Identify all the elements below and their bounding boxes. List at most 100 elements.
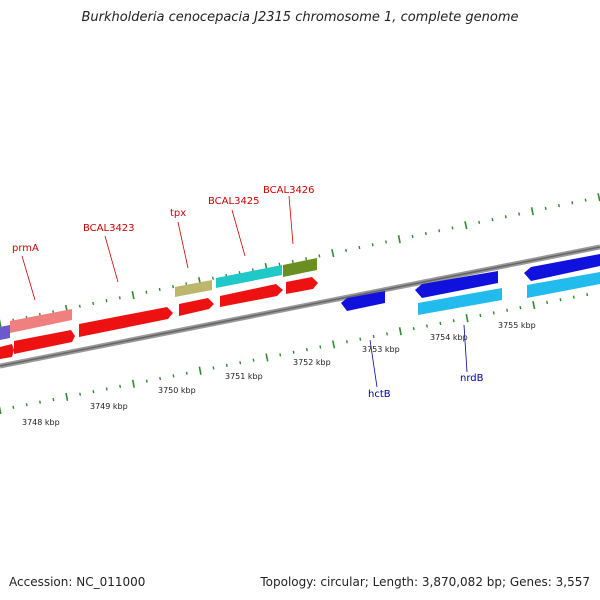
minor-tick xyxy=(558,203,560,208)
major-tick xyxy=(131,290,135,300)
gene-block[interactable] xyxy=(418,288,502,315)
minor-tick xyxy=(518,212,521,216)
minor-tick xyxy=(452,319,455,323)
major-tick xyxy=(464,221,468,230)
minor-tick xyxy=(572,295,575,299)
gene-block[interactable] xyxy=(283,258,317,277)
major-tick xyxy=(0,319,2,328)
minor-tick xyxy=(279,353,282,357)
scale-label: 3749 kbp xyxy=(90,402,128,411)
minor-tick xyxy=(385,240,387,244)
scale-label: 3753 kbp xyxy=(362,345,400,354)
minor-tick xyxy=(346,340,348,344)
minor-tick xyxy=(411,234,414,238)
minor-tick xyxy=(371,243,374,247)
gene-block[interactable] xyxy=(10,309,72,333)
cds-arrow[interactable] xyxy=(0,344,14,359)
scale-label: 3755 kbp xyxy=(498,321,536,330)
gene-block[interactable] xyxy=(0,325,10,340)
minor-tick xyxy=(519,306,522,310)
reverse-inner-track xyxy=(418,272,600,315)
minor-tick xyxy=(185,282,188,286)
minor-tick xyxy=(506,308,509,312)
scale-label: 3751 kbp xyxy=(225,372,263,381)
minor-tick xyxy=(278,262,281,266)
minor-tick xyxy=(372,334,375,339)
cds-arrow[interactable] xyxy=(341,291,385,311)
minor-tick xyxy=(39,400,41,404)
cds-arrow[interactable] xyxy=(524,254,600,281)
minor-tick xyxy=(92,390,95,394)
major-tick xyxy=(131,379,135,388)
forward-label-leaders xyxy=(21,195,294,301)
minor-tick xyxy=(478,220,481,224)
gene-label-hctb: hctB xyxy=(368,389,391,400)
cds-arrow[interactable] xyxy=(415,271,498,298)
minor-tick xyxy=(546,300,549,305)
minor-tick xyxy=(305,348,308,352)
minor-tick xyxy=(225,363,228,368)
reverse-cds-track xyxy=(341,254,600,311)
map-title: Burkholderia cenocepacia J2315 chromosom… xyxy=(81,10,519,25)
minor-tick xyxy=(319,345,322,349)
minor-tick xyxy=(158,287,161,292)
minor-tick xyxy=(291,259,294,264)
minor-tick xyxy=(252,358,255,362)
minor-tick xyxy=(559,298,562,302)
minor-tick xyxy=(119,384,122,389)
minor-tick xyxy=(239,361,242,365)
minor-tick xyxy=(92,301,95,306)
minor-tick xyxy=(586,292,589,297)
minor-tick xyxy=(504,215,507,219)
minor-tick xyxy=(451,226,454,230)
backbone xyxy=(0,244,600,369)
major-tick xyxy=(332,340,336,349)
scale-label: 3748 kbp xyxy=(22,418,60,427)
major-tick xyxy=(65,392,69,401)
minor-tick xyxy=(426,324,428,328)
gene-block[interactable] xyxy=(527,272,600,298)
minor-tick xyxy=(492,311,495,315)
minor-tick xyxy=(359,337,362,341)
minor-tick xyxy=(25,403,28,407)
major-tick xyxy=(265,353,269,362)
minor-tick xyxy=(145,379,148,383)
major-tick xyxy=(331,249,335,258)
reverse-label-leaders xyxy=(369,324,468,388)
minor-tick xyxy=(211,276,214,280)
inner-tick-ring xyxy=(0,292,589,415)
gene-block[interactable] xyxy=(216,265,282,288)
cds-arrow[interactable] xyxy=(286,277,318,294)
minor-tick xyxy=(571,201,574,205)
major-tick xyxy=(465,314,469,323)
scale-label: 3754 kbp xyxy=(430,333,468,342)
scale-label: 3750 kbp xyxy=(158,386,196,395)
minor-tick xyxy=(12,405,15,409)
minor-tick xyxy=(172,374,175,378)
minor-tick xyxy=(159,376,162,381)
cds-arrow[interactable] xyxy=(220,284,283,307)
minor-tick xyxy=(52,397,55,402)
cds-arrow[interactable] xyxy=(179,298,214,316)
minor-tick xyxy=(79,392,82,396)
minor-tick xyxy=(491,217,494,222)
major-tick xyxy=(0,406,2,415)
minor-tick xyxy=(424,231,427,236)
minor-tick xyxy=(479,313,482,318)
minor-tick xyxy=(386,332,388,336)
minor-tick xyxy=(584,198,587,202)
gene-label-bcal3425: BCAL3425 xyxy=(208,196,260,207)
minor-tick xyxy=(439,321,442,326)
minor-tick xyxy=(318,254,321,258)
major-tick xyxy=(198,366,202,375)
minor-tick xyxy=(358,245,361,250)
gene-label-bcal3423: BCAL3423 xyxy=(83,223,135,234)
minor-tick xyxy=(78,304,81,308)
cds-arrow[interactable] xyxy=(14,330,75,354)
minor-tick xyxy=(292,350,295,354)
forward-cds-track xyxy=(0,277,318,359)
gene-label-bcal3426: BCAL3426 xyxy=(263,185,315,196)
gene-block[interactable] xyxy=(175,280,212,297)
cds-arrow[interactable] xyxy=(79,307,173,337)
